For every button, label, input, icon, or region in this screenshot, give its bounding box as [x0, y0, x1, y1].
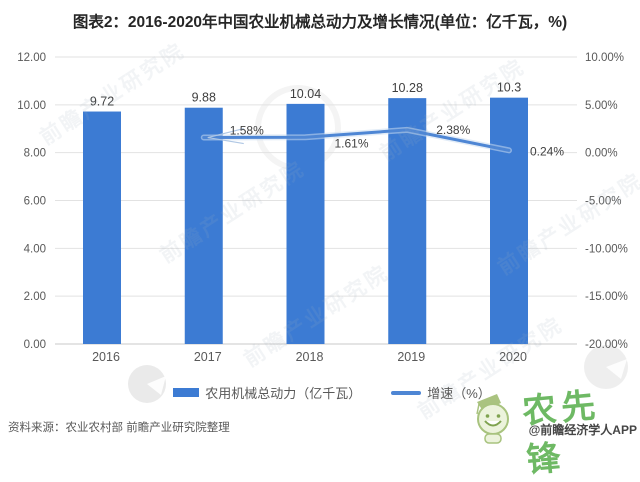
bar-series-swatch-icon: [173, 388, 200, 397]
svg-text:10.3: 10.3: [497, 81, 521, 95]
line-series-swatch-icon: [391, 390, 422, 395]
bar-2018: [286, 103, 325, 344]
legend-item-line-series: 增速（%）: [391, 383, 491, 402]
svg-text:0.00: 0.00: [24, 339, 46, 351]
bar-2017: [184, 107, 223, 344]
svg-text:10.00: 10.00: [17, 100, 46, 112]
svg-text:1.61%: 1.61%: [335, 136, 369, 150]
svg-text:9.72: 9.72: [90, 95, 114, 109]
svg-text:2020: 2020: [499, 350, 527, 364]
label-leader-line: [207, 127, 244, 145]
svg-text:10.28: 10.28: [392, 81, 423, 95]
credit-note: @前瞻经济学人APP: [475, 394, 637, 444]
svg-text:9.88: 9.88: [192, 91, 216, 105]
chart-canvas: 12.00 10.00 8.00 6.00 4.00 2.00 0.00 10.00% 5.00…: [17, 52, 628, 403]
svg-text:2019: 2019: [397, 350, 425, 364]
line-value-labels: 1.58% 1.61% 2.38% 0.24%: [230, 123, 565, 158]
right-axis-labels: 10.00% 5.00% 0.00% -5.00% -10.00% -15.00% -20.…: [585, 52, 628, 351]
svg-text:8.00: 8.00: [24, 148, 46, 160]
svg-text:6.00: 6.00: [24, 196, 46, 208]
svg-text:2018: 2018: [296, 350, 324, 364]
bar-2016: [83, 111, 121, 344]
x-axis-labels: 2016 2017 2018 2019 2020: [92, 350, 527, 364]
svg-text:2017: 2017: [194, 350, 222, 364]
bar-value-labels: 9.72 9.88 10.04 10.28 10.3: [90, 81, 521, 109]
mascot-icon: [471, 390, 515, 444]
svg-text:2.38%: 2.38%: [436, 123, 470, 137]
left-axis-labels: 12.00 10.00 8.00 6.00 4.00 2.00 0.00: [17, 52, 46, 351]
svg-text:2.00: 2.00: [24, 291, 46, 303]
svg-text:2016: 2016: [92, 350, 120, 364]
svg-text:10.04: 10.04: [290, 87, 321, 101]
line-series: [200, 126, 512, 154]
svg-text:12.00: 12.00: [17, 52, 46, 64]
svg-text:-20.00%: -20.00%: [585, 339, 628, 351]
svg-text:4.00: 4.00: [24, 243, 46, 255]
svg-text:0.24%: 0.24%: [530, 144, 564, 158]
legend-label-bar-series: 农用机械总动力（亿千瓦）: [205, 386, 362, 401]
legend-label-line-series: 增速（%）: [427, 386, 491, 401]
legend-item-bar-series: 农用机械总动力（亿千瓦）: [173, 383, 361, 402]
svg-text:-10.00%: -10.00%: [585, 243, 628, 255]
svg-text:1.58%: 1.58%: [230, 124, 264, 138]
chart-figure: 图表2：2016-2020年中国农业机械总动力及增长情况(单位：亿千瓦，%) 1…: [8, 14, 640, 480]
chart-title: 图表2：2016-2020年中国农业机械总动力及增长情况(单位：亿千瓦，%): [72, 14, 568, 31]
svg-text:5.00%: 5.00%: [585, 100, 618, 112]
source-note: 资料来源：农业农村部 前瞻产业研究院整理: [8, 422, 230, 434]
bar-2019: [388, 98, 427, 345]
svg-text:-5.00%: -5.00%: [585, 196, 621, 208]
svg-text:0.00%: 0.00%: [585, 148, 618, 160]
svg-text:-15.00%: -15.00%: [585, 291, 628, 303]
credit-label: @前瞻经济学人APP: [528, 423, 637, 437]
svg-text:10.00%: 10.00%: [585, 52, 624, 64]
legend: 农用机械总动力（亿千瓦） 增速（%）: [12, 383, 640, 402]
bar-2020: [490, 97, 528, 345]
bar-series: [83, 97, 528, 345]
